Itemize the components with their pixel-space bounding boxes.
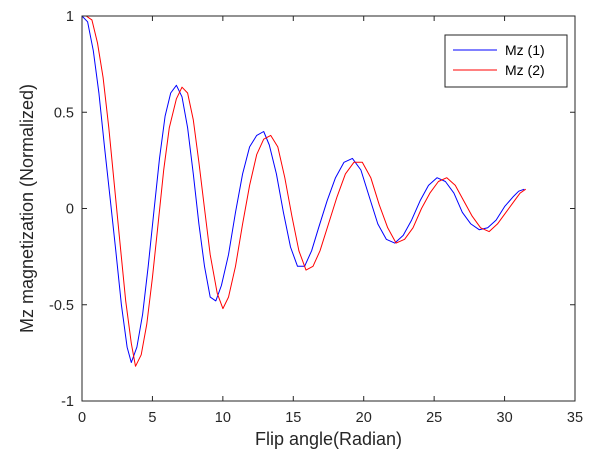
y-axis: -1 -0.5 0 0.5 1 xyxy=(49,9,575,410)
y-axis-label: Mz magnetization (Normalized) xyxy=(17,84,37,333)
legend-box xyxy=(444,34,568,88)
x-tick-label: 0 xyxy=(78,410,86,426)
x-tick-label: 30 xyxy=(497,410,513,426)
legend-entry-2: Mz (2) xyxy=(505,62,545,78)
x-tick-label: 35 xyxy=(567,410,583,426)
y-tick-label: 0 xyxy=(66,202,74,218)
x-tick-label: 10 xyxy=(215,410,231,426)
x-axis: 0 5 10 15 20 25 30 35 xyxy=(78,16,583,426)
y-tick-label: 1 xyxy=(66,9,74,25)
series-line-2 xyxy=(85,16,526,367)
legend-entry-1: Mz (1) xyxy=(505,42,545,58)
legend: Mz (1) Mz (2) xyxy=(444,34,568,88)
x-tick-label: 25 xyxy=(426,410,442,426)
y-tick-label: 0.5 xyxy=(54,105,74,121)
x-tick-label: 15 xyxy=(285,410,301,426)
x-tick-label: 20 xyxy=(356,410,372,426)
x-axis-label: Flip angle(Radian) xyxy=(255,429,402,449)
y-tick-label: -1 xyxy=(61,394,74,410)
x-tick-label: 5 xyxy=(148,410,156,426)
series-line-1 xyxy=(82,16,525,363)
series-layer xyxy=(82,16,526,367)
y-tick-label: -0.5 xyxy=(49,298,74,314)
